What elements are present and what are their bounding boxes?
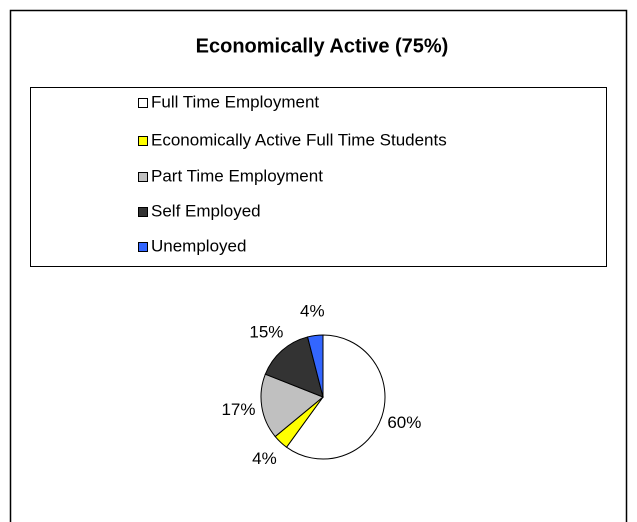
data-label: 60%: [387, 413, 421, 432]
data-label: 15%: [249, 322, 283, 341]
legend-swatch: [138, 172, 148, 182]
legend-box: [30, 87, 607, 267]
data-label: 4%: [300, 302, 325, 321]
pie-slice: [306, 334, 324, 398]
legend-label: Economically Active Full Time Students: [151, 130, 447, 149]
legend-swatch: [138, 98, 148, 108]
legend-swatch: [138, 207, 148, 217]
chart-title: Economically Active (75%): [196, 35, 449, 57]
legend-swatch: [138, 136, 148, 146]
legend-swatch: [138, 242, 148, 252]
pie-slice: [260, 373, 324, 438]
legend-label: Self Employed: [151, 201, 261, 220]
pie-slice: [264, 336, 324, 398]
data-label: 4%: [252, 449, 277, 468]
legend-label: Full Time Employment: [151, 92, 319, 111]
pie-slice: [285, 334, 386, 460]
legend-label: Unemployed: [151, 236, 246, 255]
data-label: 17%: [221, 400, 255, 419]
legend-label: Part Time Employment: [151, 166, 323, 185]
